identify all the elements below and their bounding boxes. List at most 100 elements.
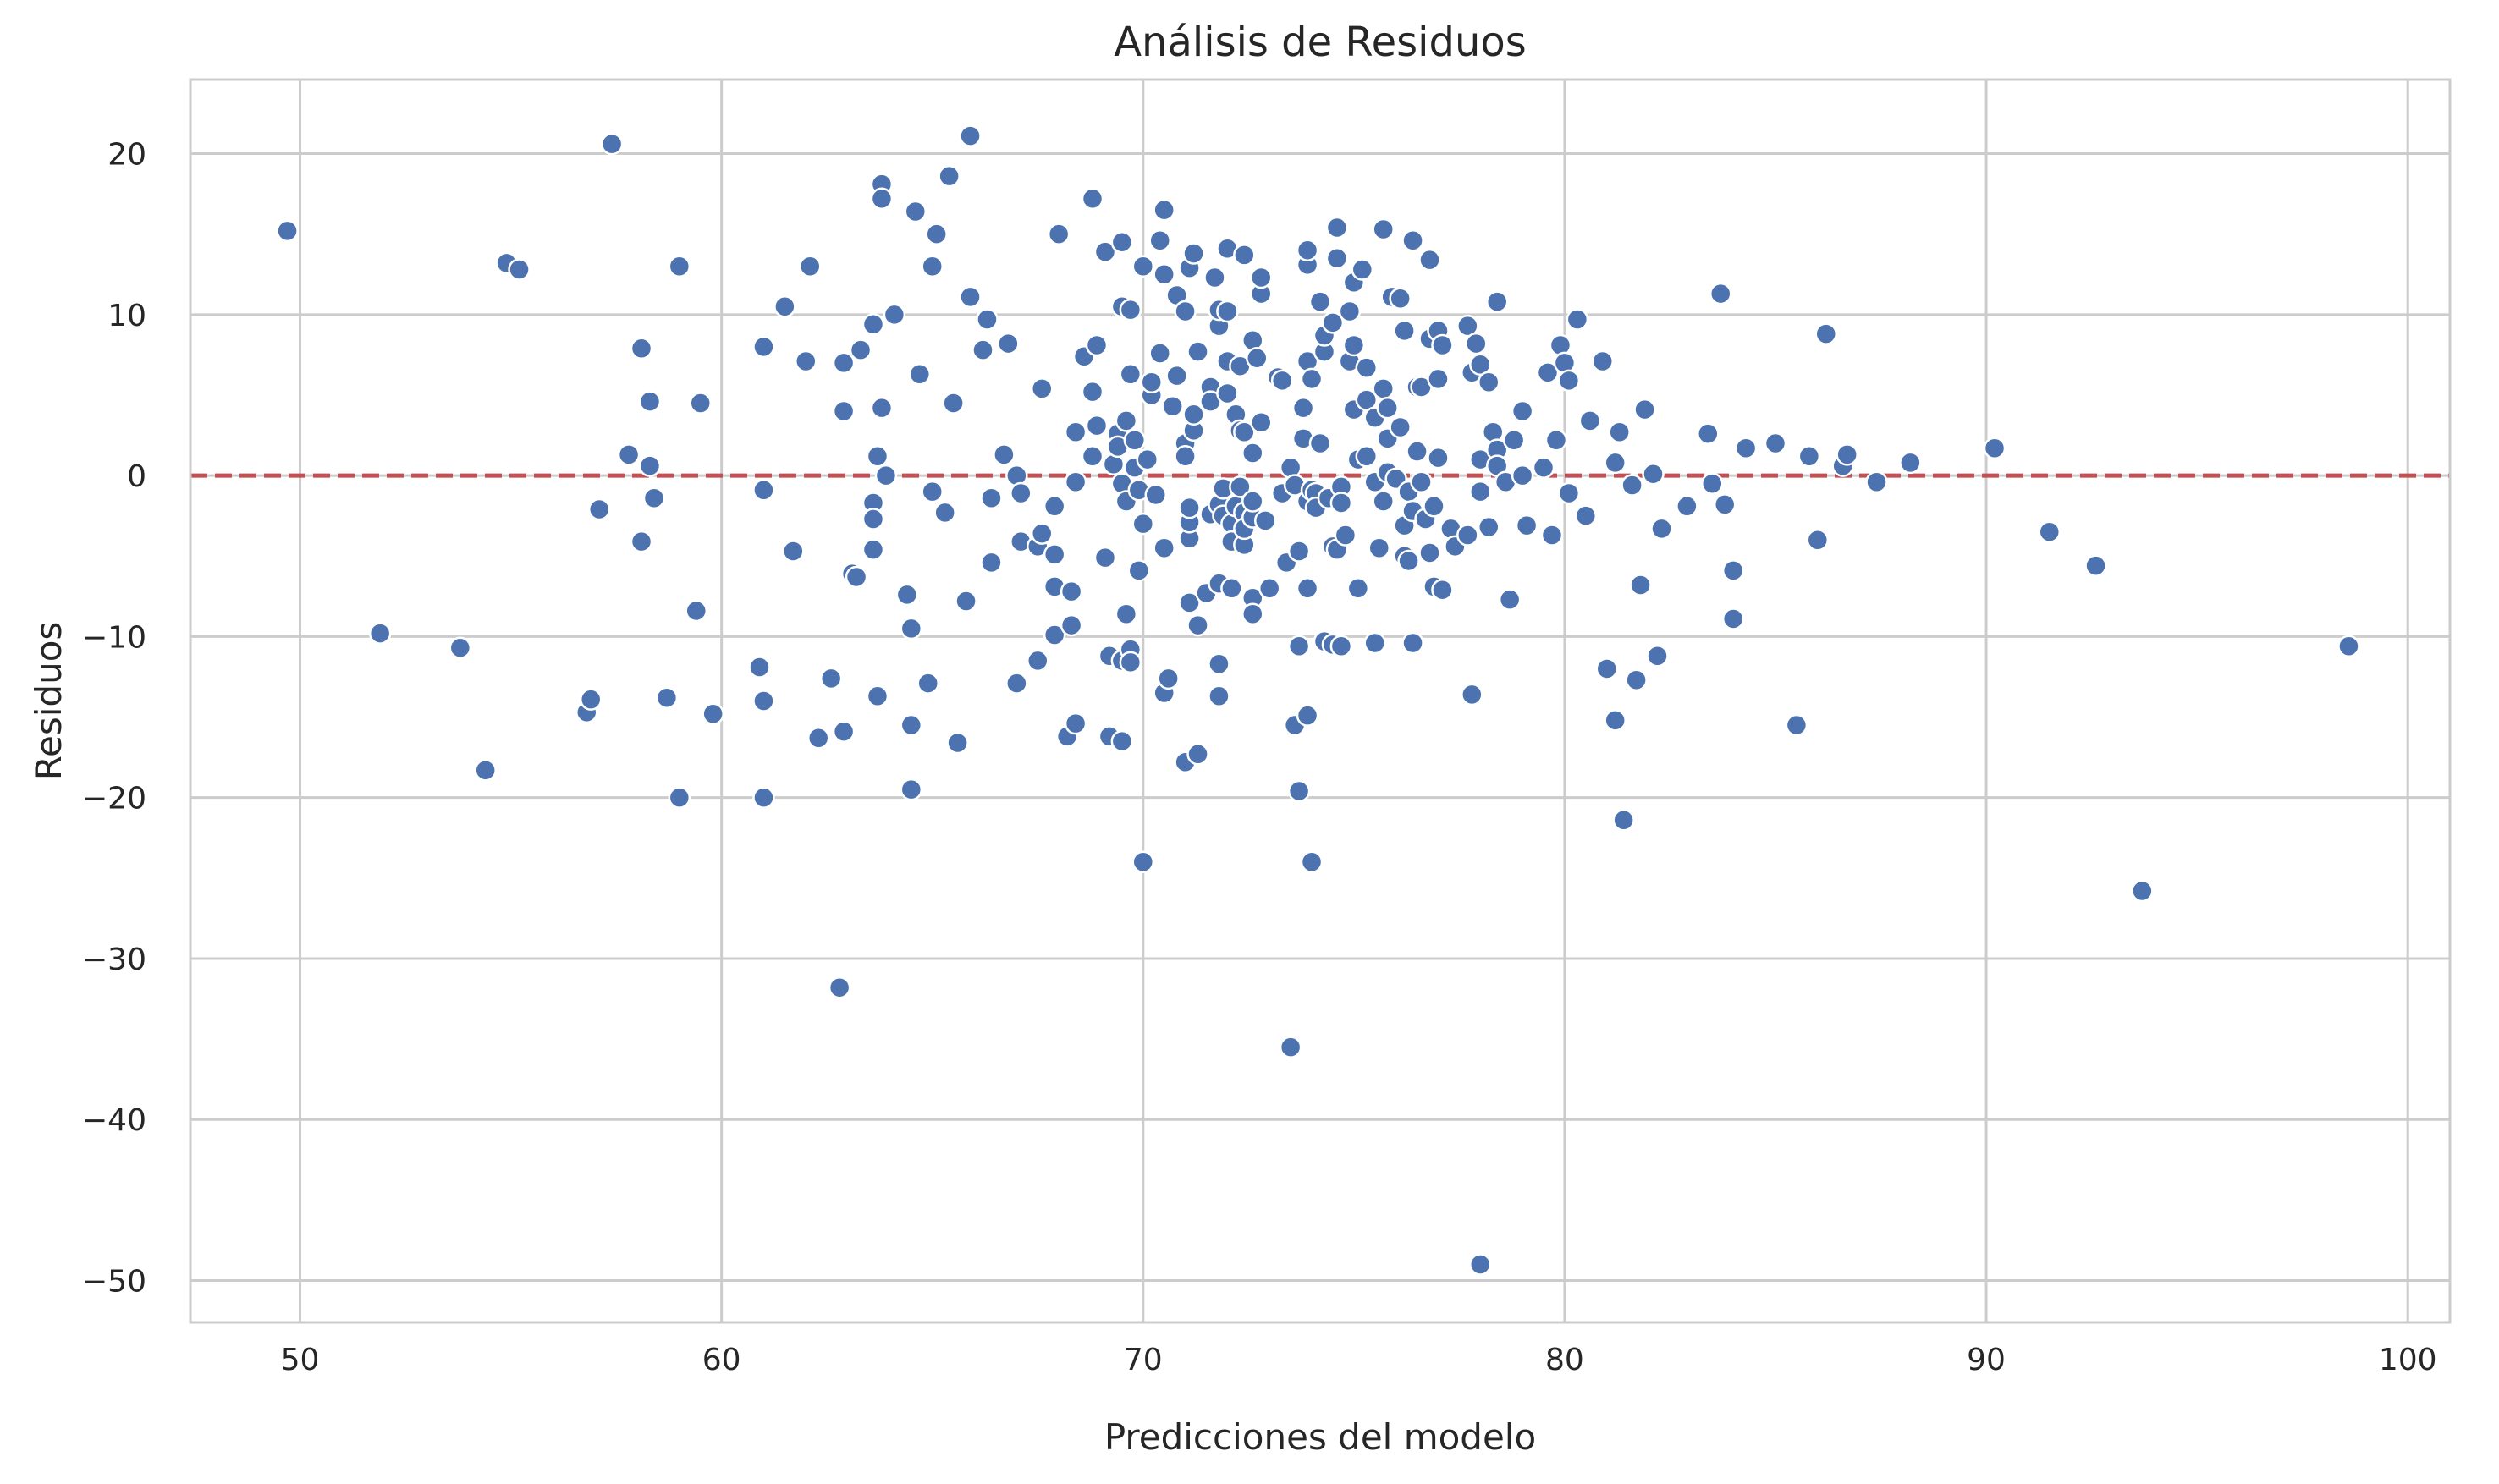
- data-point: [1064, 712, 1087, 735]
- data-point: [832, 351, 856, 375]
- data-point: [1216, 382, 1239, 405]
- data-point: [1010, 481, 1032, 505]
- plot-area: [190, 80, 2450, 1322]
- x-tick-label: 60: [702, 1343, 741, 1377]
- data-point: [976, 308, 999, 331]
- data-point: [1342, 333, 1366, 357]
- data-point: [1701, 472, 1724, 495]
- data-point: [642, 486, 666, 509]
- data-point: [1401, 229, 1424, 252]
- data-point: [1043, 624, 1066, 646]
- data-point: [276, 219, 299, 243]
- data-point: [1208, 684, 1230, 708]
- data-point: [1081, 380, 1104, 404]
- data-point: [1418, 248, 1441, 272]
- data-point: [1287, 540, 1311, 563]
- chart-title: Análisis de Residuos: [1114, 19, 1527, 66]
- data-point: [1287, 635, 1311, 658]
- data-point: [1401, 631, 1424, 655]
- x-tick-label: 50: [281, 1343, 320, 1377]
- data-point: [1174, 300, 1197, 323]
- data-point: [655, 686, 679, 709]
- data-point: [1161, 395, 1184, 418]
- data-point: [895, 583, 919, 607]
- data-point: [630, 337, 653, 360]
- data-point: [1115, 409, 1138, 432]
- data-point: [1182, 242, 1205, 265]
- x-tick-labels: 50 60 70 80 90 100: [281, 1343, 2437, 1377]
- data-point: [1030, 522, 1054, 545]
- data-point: [1338, 300, 1362, 323]
- data-point: [1296, 577, 1319, 600]
- data-point: [1511, 399, 1534, 423]
- data-point: [1397, 549, 1420, 573]
- data-point: [1899, 451, 1922, 475]
- data-point: [630, 530, 653, 553]
- data-point: [1186, 743, 1209, 766]
- data-point: [1208, 652, 1230, 675]
- data-point: [1253, 509, 1277, 532]
- y-tick-label: 20: [107, 138, 146, 173]
- data-point: [980, 486, 1003, 509]
- data-point: [1418, 541, 1441, 564]
- data-point: [916, 672, 939, 695]
- data-point: [1148, 229, 1171, 252]
- data-point: [1372, 377, 1395, 400]
- data-point: [980, 551, 1003, 574]
- data-point: [1246, 346, 1269, 370]
- data-point: [933, 501, 956, 525]
- data-point: [1182, 403, 1205, 426]
- data-point: [1427, 446, 1450, 470]
- data-point: [1043, 543, 1066, 566]
- data-point: [752, 335, 775, 359]
- data-point: [1110, 729, 1134, 753]
- data-point: [1110, 230, 1134, 254]
- data-point: [1148, 342, 1171, 365]
- data-point: [600, 132, 624, 156]
- data-point: [1241, 490, 1264, 513]
- data-point: [1186, 340, 1209, 363]
- data-point: [1983, 437, 2006, 460]
- data-point: [1043, 495, 1066, 518]
- data-point: [1478, 515, 1500, 539]
- data-point: [1595, 657, 1618, 680]
- data-point: [668, 786, 691, 809]
- data-point: [1085, 333, 1109, 357]
- data-point: [1502, 428, 1526, 452]
- data-point: [752, 786, 775, 809]
- data-point: [925, 223, 948, 245]
- x-axis-title: Predicciones del modelo: [1104, 1416, 1536, 1458]
- data-point: [1030, 377, 1054, 400]
- data-point: [861, 508, 885, 530]
- data-point: [1797, 445, 1821, 468]
- data-point: [1287, 779, 1311, 803]
- data-point: [689, 392, 712, 415]
- data-point: [959, 124, 982, 147]
- data-point: [1140, 371, 1163, 393]
- data-point: [849, 338, 872, 361]
- y-tick-label: −40: [82, 1103, 146, 1138]
- data-point: [449, 636, 472, 659]
- data-point: [638, 454, 662, 477]
- data-point: [866, 684, 889, 708]
- data-point: [861, 538, 885, 561]
- data-point: [1621, 474, 1643, 497]
- data-point: [900, 778, 923, 801]
- data-point: [1355, 445, 1379, 468]
- data-point: [870, 396, 894, 420]
- data-point: [1721, 607, 1745, 630]
- data-point: [1498, 588, 1522, 611]
- data-point: [1329, 492, 1353, 514]
- data-point: [2084, 554, 2107, 577]
- data-point: [997, 332, 1020, 355]
- data-point: [874, 464, 898, 487]
- data-point: [1060, 613, 1083, 637]
- data-point: [1115, 602, 1138, 625]
- data-point: [1734, 437, 1758, 460]
- data-point: [1461, 683, 1483, 706]
- data-point: [1334, 524, 1357, 547]
- data-point: [1697, 422, 1720, 445]
- data-point: [1233, 420, 1256, 443]
- data-point: [1165, 364, 1188, 387]
- data-point: [1085, 414, 1109, 437]
